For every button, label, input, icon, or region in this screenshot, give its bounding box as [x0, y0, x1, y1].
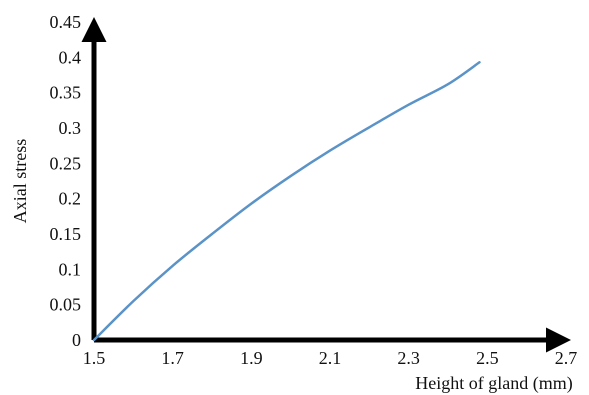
x-tick-label: 2.7: [555, 348, 578, 368]
x-axis-title: Height of gland (mm): [415, 373, 572, 394]
y-tick-label: 0: [72, 330, 81, 350]
x-tick-label: 2.5: [476, 348, 499, 368]
y-tick-label: 0.45: [50, 12, 82, 32]
y-tick-label: 0.1: [59, 259, 82, 279]
y-axis-title: Axial stress: [10, 139, 30, 224]
x-tick-labels: 1.5 1.7 1.9 2.1 2.3 2.5 2.7: [83, 348, 578, 368]
y-tick-label: 0.05: [50, 295, 82, 315]
series-group: [92, 61, 481, 342]
x-tick-label: 2.3: [397, 348, 420, 368]
y-tick-label: 0.35: [50, 83, 82, 103]
y-tick-label: 0.4: [59, 47, 82, 67]
y-tick-label: 0.15: [50, 224, 82, 244]
x-tick-label: 1.7: [161, 348, 184, 368]
axes: [81, 17, 571, 353]
y-tick-label: 0.3: [59, 118, 82, 138]
y-tick-label: 0.25: [50, 153, 82, 173]
series-line: [92, 61, 481, 342]
y-tick-label: 0.2: [59, 189, 82, 209]
x-tick-label: 1.9: [240, 348, 263, 368]
x-tick-label: 2.1: [319, 348, 342, 368]
x-tick-label: 1.5: [83, 348, 106, 368]
y-tick-labels: 0 0.05 0.1 0.15 0.2 0.25 0.3 0.35 0.4 0.45: [50, 12, 82, 350]
